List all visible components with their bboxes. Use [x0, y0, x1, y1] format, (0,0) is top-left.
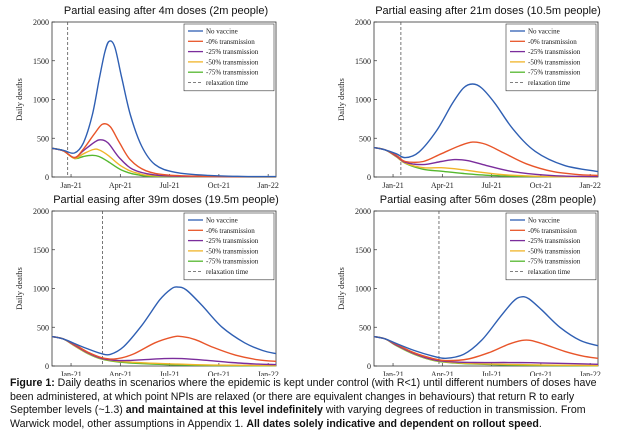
legend-label: -25% transmission	[206, 237, 259, 245]
x-tick-label: Jan-21	[60, 370, 81, 376]
y-tick-label: 0	[45, 362, 49, 371]
legend-label: No vaccine	[528, 28, 560, 36]
chart-title: Partial easing after 4m doses (2m people…	[64, 5, 268, 17]
x-tick-label: Jan-22	[257, 181, 278, 190]
y-tick-label: 2000	[355, 18, 371, 27]
y-tick-label: 1000	[355, 285, 371, 294]
chart-title: Partial easing after 21m doses (10.5m pe…	[375, 5, 601, 17]
y-tick-label: 0	[45, 173, 49, 182]
y-tick-label: 1500	[355, 57, 371, 66]
y-tick-label: 500	[37, 134, 49, 143]
legend-label: -25% transmission	[528, 237, 581, 245]
x-tick-label: Jul-21	[482, 181, 502, 190]
series-line-4	[51, 147, 277, 178]
legend-label: -0% transmission	[528, 227, 577, 235]
x-tick-label: Apr-21	[431, 370, 454, 376]
chart-panel-2: Partial easing after 21m doses (10.5m pe…	[336, 5, 601, 190]
y-tick-label: 500	[37, 323, 49, 332]
y-axis-label: Daily deaths	[14, 78, 24, 121]
x-tick-label: Jul-21	[482, 370, 502, 376]
y-axis-label: Daily deaths	[336, 78, 346, 121]
caption-bold-1: and maintained at this level indefinitel…	[125, 404, 323, 417]
x-tick-label: Jul-21	[160, 370, 180, 376]
y-tick-label: 1000	[355, 96, 371, 105]
x-tick-label: Jan-21	[382, 181, 403, 190]
legend-label: No vaccine	[528, 217, 560, 225]
legend-box	[183, 212, 275, 281]
series-line-2	[373, 141, 599, 177]
chart-panel-3: Partial easing after 39m doses (19.5m pe…	[14, 194, 279, 376]
legend-label: -50% transmission	[206, 247, 259, 255]
caption-bold-2: All dates solely indicative and dependen…	[246, 417, 539, 430]
y-tick-label: 2000	[33, 18, 49, 27]
legend-label: relaxation time	[528, 268, 570, 276]
x-tick-label: Oct-21	[530, 370, 552, 376]
legend-label: -75% transmission	[206, 69, 259, 77]
x-tick-label: Jan-22	[579, 370, 600, 376]
chart-panel-4: Partial easing after 56m doses (28m peop…	[336, 194, 601, 376]
legend-label: -75% transmission	[528, 69, 581, 77]
legend-label: -0% transmission	[528, 38, 577, 46]
legend-label: relaxation time	[206, 268, 248, 276]
y-tick-label: 1500	[355, 246, 371, 255]
y-tick-label: 2000	[33, 207, 49, 216]
y-tick-label: 1000	[33, 285, 49, 294]
caption-text-1: Daily deaths in scenarios where the epid…	[10, 377, 597, 417]
legend-label: -0% transmission	[206, 227, 255, 235]
caption-text-2: with varying degrees of reduction in tra…	[10, 404, 586, 430]
series-line-3	[51, 335, 277, 366]
x-tick-label: Jan-22	[579, 181, 600, 190]
legend-label: relaxation time	[528, 79, 570, 87]
legend-label: -50% transmission	[528, 58, 581, 66]
x-tick-label: Apr-21	[109, 370, 132, 376]
series-line-2	[51, 335, 277, 362]
legend-label: -25% transmission	[528, 48, 581, 56]
legend-label: No vaccine	[206, 217, 238, 225]
chart-title: Partial easing after 39m doses (19.5m pe…	[53, 194, 279, 206]
figure-caption: Figure 1: Daily deaths in scenarios wher…	[10, 377, 622, 431]
legend-label: -25% transmission	[206, 48, 259, 56]
x-tick-label: Apr-21	[431, 181, 454, 190]
y-tick-label: 0	[367, 173, 371, 182]
series-line-1	[51, 286, 277, 356]
y-tick-label: 0	[367, 362, 371, 371]
y-tick-label: 1000	[33, 96, 49, 105]
legend-label: -0% transmission	[206, 38, 255, 46]
charts-area: Partial easing after 4m doses (2m people…	[14, 5, 601, 376]
x-tick-label: Oct-21	[208, 370, 230, 376]
caption-label: Figure 1:	[10, 377, 55, 389]
legend-label: -75% transmission	[528, 258, 581, 266]
y-tick-label: 500	[359, 323, 371, 332]
caption-text-3: .	[538, 417, 542, 430]
y-tick-label: 1500	[33, 57, 49, 66]
y-axis-label: Daily deaths	[336, 267, 346, 310]
series-line-2	[373, 335, 599, 362]
legend-label: relaxation time	[206, 79, 248, 87]
legend-label: -50% transmission	[528, 247, 581, 255]
x-tick-label: Jan-21	[382, 370, 403, 376]
y-tick-label: 500	[359, 134, 371, 143]
legend-box	[505, 212, 597, 281]
chart-title: Partial easing after 56m doses (28m peop…	[380, 194, 596, 206]
series-line-2	[51, 123, 277, 178]
x-tick-label: Jan-21	[60, 181, 81, 190]
legend-box	[505, 23, 597, 92]
legend-box	[183, 23, 275, 92]
x-tick-label: Apr-21	[109, 181, 132, 190]
x-tick-label: Oct-21	[530, 181, 552, 190]
y-tick-label: 2000	[355, 207, 371, 216]
series-line-1	[373, 296, 599, 360]
legend-label: -75% transmission	[206, 258, 259, 266]
x-tick-label: Jan-22	[257, 370, 278, 376]
legend-label: No vaccine	[206, 28, 238, 36]
y-tick-label: 1500	[33, 246, 49, 255]
x-tick-label: Jul-21	[160, 181, 180, 190]
series-line-1	[51, 40, 277, 178]
series-line-1	[373, 83, 599, 173]
x-tick-label: Oct-21	[208, 181, 230, 190]
legend-label: -50% transmission	[206, 58, 259, 66]
chart-panel-1: Partial easing after 4m doses (2m people…	[14, 5, 279, 190]
y-axis-label: Daily deaths	[14, 267, 24, 310]
